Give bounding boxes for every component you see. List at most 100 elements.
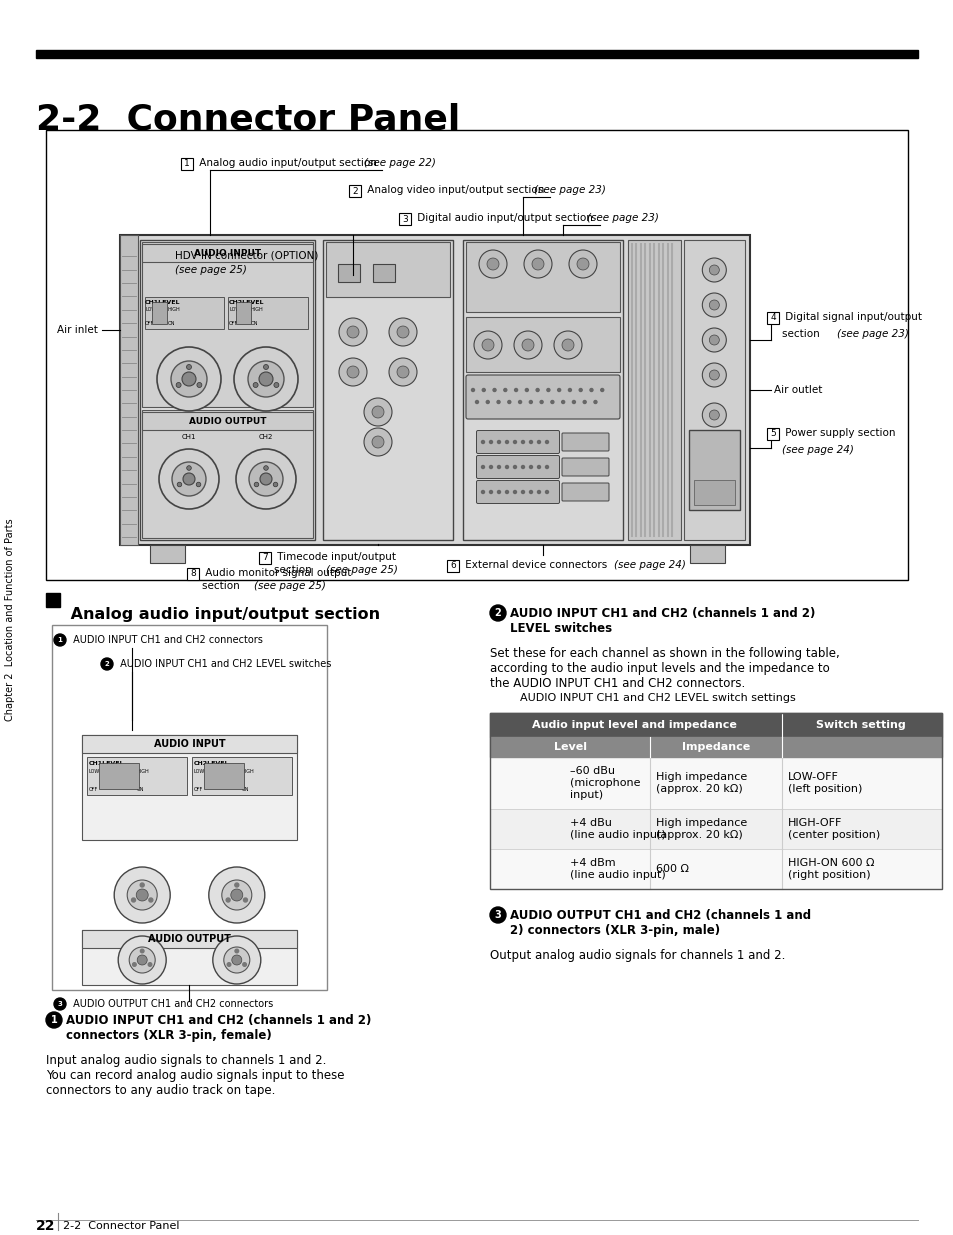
Text: LOW-OFF
(left position): LOW-OFF (left position) bbox=[787, 772, 861, 794]
Circle shape bbox=[226, 898, 230, 902]
Circle shape bbox=[243, 898, 247, 902]
Circle shape bbox=[187, 466, 192, 471]
Circle shape bbox=[46, 1011, 62, 1028]
Circle shape bbox=[532, 258, 543, 270]
Circle shape bbox=[489, 466, 492, 468]
Text: 2: 2 bbox=[494, 608, 501, 618]
Text: LOW: LOW bbox=[89, 769, 100, 774]
Circle shape bbox=[258, 372, 273, 387]
Text: HIGH: HIGH bbox=[137, 769, 150, 774]
Circle shape bbox=[513, 490, 516, 494]
Text: CH1: CH1 bbox=[182, 433, 196, 440]
Bar bbox=[142, 410, 313, 538]
Text: Timecode input/output: Timecode input/output bbox=[274, 552, 395, 562]
Circle shape bbox=[364, 429, 392, 456]
Circle shape bbox=[159, 450, 219, 509]
Bar bbox=[490, 848, 941, 889]
Text: 2: 2 bbox=[352, 186, 357, 195]
Text: AUDIO OUTPUT CH1 and CH2 connectors: AUDIO OUTPUT CH1 and CH2 connectors bbox=[70, 999, 273, 1009]
Bar bbox=[36, 49, 917, 58]
Circle shape bbox=[514, 331, 541, 359]
Circle shape bbox=[396, 366, 409, 378]
Text: Power supply section: Power supply section bbox=[781, 429, 895, 438]
Circle shape bbox=[521, 490, 524, 494]
Text: HIGH: HIGH bbox=[242, 769, 254, 774]
Text: (see page 25): (see page 25) bbox=[174, 266, 247, 275]
Circle shape bbox=[582, 400, 585, 404]
Text: (see page 25): (see page 25) bbox=[253, 580, 326, 592]
Text: section: section bbox=[202, 580, 243, 592]
Circle shape bbox=[249, 462, 283, 496]
Bar bbox=[204, 763, 244, 789]
FancyBboxPatch shape bbox=[476, 480, 558, 504]
Circle shape bbox=[172, 462, 206, 496]
Text: Impedance: Impedance bbox=[681, 742, 749, 752]
Bar bbox=[82, 735, 296, 840]
Circle shape bbox=[396, 326, 409, 338]
Circle shape bbox=[243, 963, 246, 966]
Text: Level: Level bbox=[554, 742, 586, 752]
Text: AUDIO INPUT: AUDIO INPUT bbox=[153, 739, 225, 748]
Circle shape bbox=[177, 482, 182, 487]
Bar bbox=[120, 235, 749, 545]
Circle shape bbox=[248, 361, 284, 396]
Circle shape bbox=[481, 466, 484, 468]
Text: CH1: CH1 bbox=[134, 953, 150, 963]
Bar bbox=[236, 303, 252, 324]
Text: HDV IN connector (OPTION): HDV IN connector (OPTION) bbox=[174, 249, 318, 261]
Text: Set these for each channel as shown in the following table,
according to the aud: Set these for each channel as shown in t… bbox=[490, 647, 839, 690]
Text: ON: ON bbox=[251, 321, 257, 326]
FancyBboxPatch shape bbox=[476, 431, 558, 453]
Bar bbox=[766, 312, 779, 324]
Circle shape bbox=[701, 329, 725, 352]
Bar bbox=[349, 185, 360, 198]
Text: Input analog audio signals to channels 1 and 2.
You can record analog audio sign: Input analog audio signals to channels 1… bbox=[46, 1053, 344, 1097]
Text: Digital audio input/output section: Digital audio input/output section bbox=[414, 212, 596, 224]
Circle shape bbox=[513, 441, 516, 443]
Circle shape bbox=[497, 441, 500, 443]
Circle shape bbox=[545, 490, 548, 494]
Text: (see page 23): (see page 23) bbox=[836, 329, 908, 338]
Circle shape bbox=[546, 389, 549, 391]
Circle shape bbox=[525, 389, 528, 391]
Circle shape bbox=[572, 400, 575, 404]
Circle shape bbox=[497, 466, 500, 468]
Circle shape bbox=[274, 383, 278, 388]
Circle shape bbox=[600, 389, 603, 391]
Circle shape bbox=[709, 300, 719, 310]
Text: 3: 3 bbox=[402, 215, 408, 224]
Circle shape bbox=[493, 389, 496, 391]
Circle shape bbox=[232, 955, 241, 965]
Bar bbox=[465, 317, 619, 372]
Circle shape bbox=[550, 400, 554, 404]
Bar bbox=[462, 240, 622, 540]
Bar bbox=[46, 130, 907, 580]
Bar bbox=[373, 264, 395, 282]
Circle shape bbox=[503, 389, 506, 391]
Circle shape bbox=[529, 400, 532, 404]
Circle shape bbox=[561, 400, 564, 404]
Circle shape bbox=[227, 963, 231, 966]
Circle shape bbox=[709, 370, 719, 380]
Text: CH2LEVEL: CH2LEVEL bbox=[229, 300, 264, 305]
Circle shape bbox=[486, 258, 498, 270]
Bar bbox=[337, 264, 359, 282]
Text: AUDIO OUTPUT: AUDIO OUTPUT bbox=[148, 934, 231, 944]
Text: 3: 3 bbox=[494, 910, 501, 920]
Circle shape bbox=[260, 473, 272, 485]
FancyBboxPatch shape bbox=[476, 456, 558, 478]
Circle shape bbox=[529, 490, 532, 494]
Circle shape bbox=[234, 883, 238, 887]
Bar bbox=[120, 235, 138, 545]
Text: High impedance
(approx. 20 kΩ): High impedance (approx. 20 kΩ) bbox=[656, 819, 747, 840]
Circle shape bbox=[497, 400, 499, 404]
Text: External device connectors: External device connectors bbox=[461, 559, 610, 571]
Circle shape bbox=[481, 490, 484, 494]
Circle shape bbox=[372, 406, 384, 417]
Circle shape bbox=[209, 867, 265, 923]
Bar bbox=[490, 809, 941, 848]
Text: LOW: LOW bbox=[193, 769, 205, 774]
Circle shape bbox=[176, 383, 181, 388]
Circle shape bbox=[273, 482, 277, 487]
Bar bbox=[490, 713, 941, 737]
